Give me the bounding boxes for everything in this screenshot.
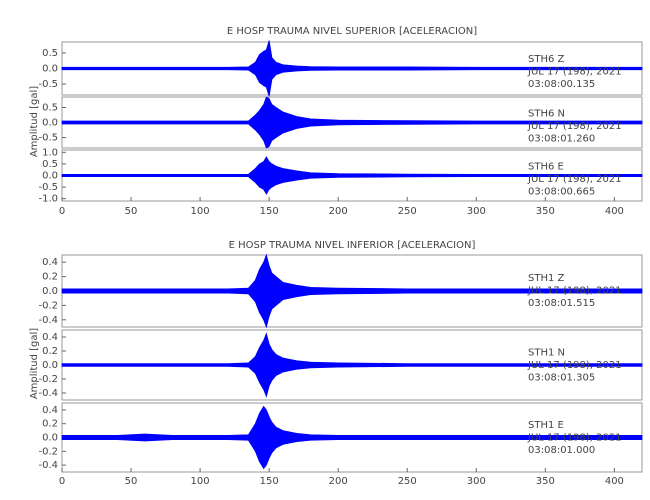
- y-axis-label: Amplitud [gal]: [29, 328, 40, 399]
- y-tick-label: 0.4: [42, 332, 58, 343]
- y-tick-label: 0.4: [42, 405, 58, 416]
- trace-time: 03:08:01.000: [528, 445, 595, 456]
- trace-time: 03:08:01.305: [528, 372, 595, 383]
- y-tick-label: 0.0: [42, 64, 58, 75]
- trace-time: 03:08:01.515: [528, 298, 595, 309]
- chart-title: E HOSP TRAUMA NIVEL SUPERIOR [ACELERACIO…: [227, 26, 477, 37]
- trace-date: JUL 17 (198), 2021: [527, 121, 622, 132]
- y-tick-label: 0.0: [42, 360, 58, 371]
- trace-date: JUL 17 (198), 2021: [527, 286, 622, 297]
- y-tick-label: -0.2: [38, 300, 58, 311]
- y-tick-label: 0.5: [42, 159, 58, 170]
- waveform-lower: [61, 364, 643, 398]
- trace-date: JUL 17 (198), 2021: [527, 433, 622, 444]
- x-tick-label: 0: [59, 476, 65, 487]
- trace-station: STH1 E: [528, 420, 564, 431]
- y-tick-label: 0.5: [42, 48, 58, 59]
- y-tick-label: 0.2: [42, 272, 58, 283]
- waveform-lower: [61, 175, 643, 195]
- x-tick-label: 300: [467, 206, 486, 217]
- trace-station: STH6 E: [528, 161, 564, 172]
- y-tick-label: 0.2: [42, 346, 58, 357]
- waveform-upper: [61, 405, 643, 438]
- x-tick-label: 200: [329, 476, 348, 487]
- y-tick-label: 0.0: [42, 118, 58, 129]
- trace-date: JUL 17 (198), 2021: [527, 174, 622, 185]
- x-tick-label: 50: [125, 206, 138, 217]
- y-tick-label: -0.4: [38, 460, 58, 471]
- x-tick-label: 100: [191, 206, 210, 217]
- trace-station: STH6 N: [528, 108, 565, 119]
- y-tick-label: 0.0: [42, 286, 58, 297]
- y-tick-label: -1.0: [38, 194, 58, 205]
- x-tick-label: 0: [59, 206, 65, 217]
- x-tick-label: 50: [125, 476, 138, 487]
- waveform-upper: [61, 40, 643, 69]
- trace-time: 03:08:00.665: [528, 186, 595, 197]
- x-tick-label: 150: [260, 476, 279, 487]
- waveform-upper: [61, 156, 643, 176]
- waveform-upper: [61, 332, 643, 366]
- y-tick-label: 0.0: [42, 433, 58, 444]
- y-tick-label: 0.5: [42, 103, 58, 114]
- y-tick-label: 1.0: [42, 147, 58, 158]
- x-tick-label: 350: [536, 206, 555, 217]
- y-tick-label: -0.5: [38, 133, 58, 144]
- chart-title: E HOSP TRAUMA NIVEL INFERIOR [ACELERACIO…: [229, 240, 476, 251]
- y-tick-label: -0.4: [38, 315, 58, 326]
- y-tick-label: -0.2: [38, 446, 58, 457]
- y-tick-label: -0.5: [38, 79, 58, 90]
- waveform-lower: [61, 122, 643, 149]
- waveform-lower: [61, 437, 643, 470]
- x-tick-label: 350: [536, 476, 555, 487]
- x-tick-label: 200: [329, 206, 348, 217]
- x-tick-label: 250: [398, 476, 417, 487]
- y-axis-label: Amplitud [gal]: [29, 86, 40, 157]
- trace-time: 03:08:01.260: [528, 133, 595, 144]
- y-tick-label: 0.2: [42, 419, 58, 430]
- y-tick-label: -0.5: [38, 182, 58, 193]
- x-tick-label: 400: [605, 476, 624, 487]
- y-tick-label: -0.2: [38, 374, 58, 385]
- trace-station: STH1 N: [528, 347, 565, 358]
- trace-station: STH1 Z: [528, 273, 565, 284]
- x-tick-label: 250: [398, 206, 417, 217]
- waveform-upper: [61, 253, 643, 292]
- x-tick-label: 300: [467, 476, 486, 487]
- waveform-upper: [61, 96, 643, 123]
- trace-date: JUL 17 (198), 2021: [527, 66, 622, 77]
- trace-time: 03:08:00.135: [528, 79, 595, 90]
- x-tick-label: 400: [605, 206, 624, 217]
- y-tick-label: 0.0: [42, 171, 58, 182]
- x-tick-label: 150: [260, 206, 279, 217]
- x-tick-label: 100: [191, 476, 210, 487]
- trace-station: STH6 Z: [528, 54, 565, 65]
- y-tick-label: 0.4: [42, 257, 58, 268]
- waveform-lower: [61, 290, 643, 329]
- trace-date: JUL 17 (198), 2021: [527, 360, 622, 371]
- y-tick-label: -0.4: [38, 388, 58, 399]
